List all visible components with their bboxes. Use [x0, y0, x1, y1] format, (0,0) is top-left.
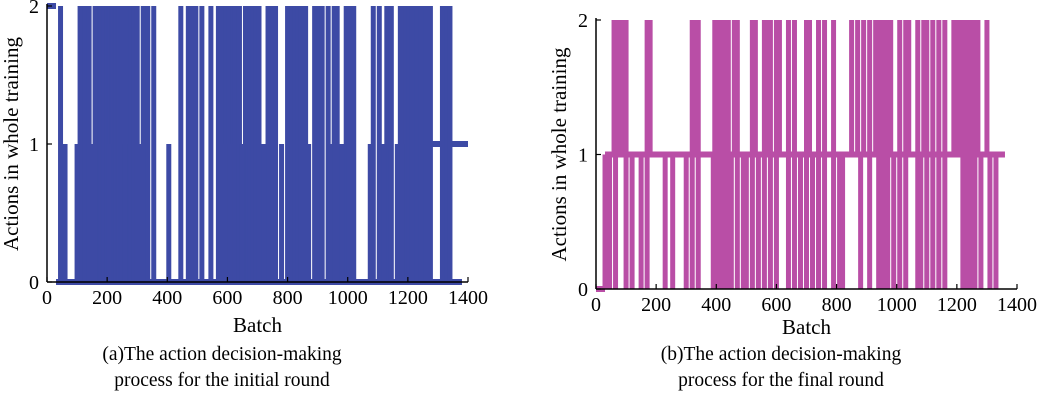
y-tick-label-b-2: 2 — [578, 10, 588, 32]
caption-a-line-1: (a)The action decision-making — [102, 344, 342, 365]
y-tick-label-a-2: 2 — [29, 0, 39, 18]
caption-panel-b: (b)The action decision-making process fo… — [571, 342, 991, 394]
x-tick-label-a-5: 1000 — [328, 287, 368, 309]
x-tick-label-b-7: 1400 — [997, 294, 1037, 316]
x-axis-label-a: Batch — [233, 313, 282, 337]
x-tick-label-b-5: 1000 — [877, 294, 917, 316]
series-a — [47, 3, 468, 285]
x-tick-label-a-1: 200 — [92, 287, 122, 309]
caption-panel-a: (a)The action decision-making process fo… — [12, 342, 432, 394]
caption-b-line-2: process for the final round — [678, 370, 884, 391]
y-tick-label-b-1: 1 — [578, 145, 588, 167]
x-tick-label-b-1: 200 — [641, 294, 671, 316]
x-tick-label-a-4: 800 — [273, 287, 303, 309]
x-tick-label-b-0: 0 — [591, 294, 601, 316]
caption-b-line-1: (b)The action decision-making — [660, 344, 902, 365]
series-b — [596, 20, 1005, 292]
y-axis-label-a: Actions in whole training — [0, 36, 23, 251]
x-tick-label-b-2: 400 — [701, 294, 731, 316]
x-tick-label-b-3: 600 — [761, 294, 791, 316]
y-tick-label-a-1: 1 — [29, 134, 39, 156]
caption-a-line-2: process for the initial round — [114, 370, 330, 391]
x-tick-label-b-6: 1200 — [937, 294, 977, 316]
x-tick-label-a-6: 1200 — [388, 287, 428, 309]
x-tick-label-a-2: 400 — [152, 287, 182, 309]
y-tick-label-b-0: 0 — [578, 279, 588, 301]
x-tick-label-a-0: 0 — [42, 287, 52, 309]
x-tick-label-b-4: 800 — [822, 294, 852, 316]
y-tick-label-a-0: 0 — [29, 272, 39, 294]
y-axis-label-b: Actions in whole training — [547, 47, 571, 262]
chart-panel-b: 0 200 400 600 800 1000 1200 1400 0 1 2 Batch Actions… — [547, 10, 1037, 339]
chart-panel-a: 0 200 400 600 800 1000 1200 1400 0 1 2 Batch Actions… — [0, 0, 488, 337]
x-axis-label-b: Batch — [782, 315, 831, 339]
x-tick-label-a-7: 1400 — [448, 287, 488, 309]
x-tick-label-a-3: 600 — [212, 287, 242, 309]
